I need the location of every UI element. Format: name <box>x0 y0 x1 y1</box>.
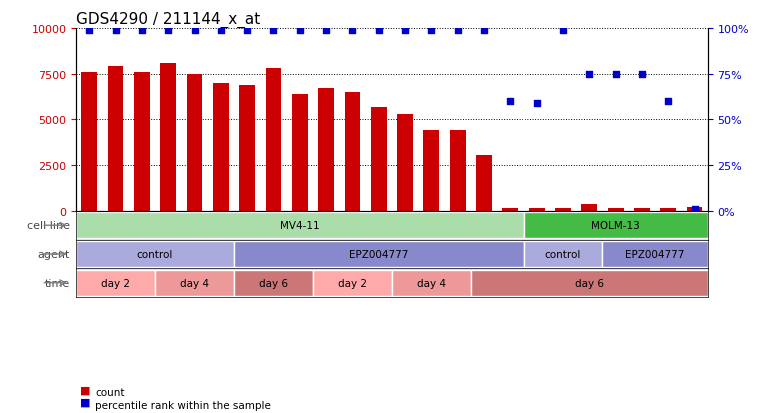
Point <box>241 27 253 34</box>
Text: count: count <box>95 387 125 397</box>
Point <box>505 99 517 105</box>
Bar <box>661 209 677 211</box>
Text: MV4-11: MV4-11 <box>280 221 320 231</box>
FancyBboxPatch shape <box>471 270 708 296</box>
Bar <box>213 84 229 211</box>
Text: EPZ004777: EPZ004777 <box>626 249 685 259</box>
Bar <box>186 74 202 211</box>
Text: control: control <box>545 249 581 259</box>
Text: ■: ■ <box>80 385 91 394</box>
Bar <box>266 69 282 211</box>
Bar <box>581 205 597 211</box>
FancyBboxPatch shape <box>234 270 313 296</box>
FancyBboxPatch shape <box>603 242 708 267</box>
Text: time: time <box>45 278 70 288</box>
Point <box>346 27 358 34</box>
Bar <box>686 208 702 211</box>
FancyBboxPatch shape <box>392 270 471 296</box>
FancyBboxPatch shape <box>234 242 524 267</box>
FancyBboxPatch shape <box>524 242 603 267</box>
Bar <box>476 156 492 211</box>
Bar <box>345 93 361 211</box>
Text: ■: ■ <box>80 397 91 407</box>
Bar <box>608 209 623 211</box>
FancyBboxPatch shape <box>76 270 155 296</box>
Point <box>189 27 201 34</box>
Bar <box>161 64 176 211</box>
Point <box>320 27 333 34</box>
Point <box>110 27 122 34</box>
Text: day 4: day 4 <box>417 278 446 288</box>
Bar <box>397 115 413 211</box>
Bar <box>634 209 650 211</box>
Point <box>425 27 438 34</box>
Bar <box>292 95 307 211</box>
Bar <box>502 209 518 211</box>
Text: cell line: cell line <box>27 221 70 231</box>
Point <box>530 100 543 107</box>
Point <box>162 27 174 34</box>
Bar <box>239 85 255 211</box>
Text: MOLM-13: MOLM-13 <box>591 221 640 231</box>
Point <box>636 71 648 78</box>
Point <box>478 27 490 34</box>
Text: agent: agent <box>37 249 70 259</box>
Bar <box>450 131 466 211</box>
Point <box>294 27 306 34</box>
Text: day 6: day 6 <box>575 278 603 288</box>
Point <box>215 27 227 34</box>
Text: percentile rank within the sample: percentile rank within the sample <box>95 400 271 410</box>
Point <box>610 71 622 78</box>
Bar <box>134 73 150 211</box>
Point <box>267 27 279 34</box>
Point <box>399 27 411 34</box>
Bar <box>555 209 571 211</box>
Bar <box>318 89 334 211</box>
Point <box>83 27 95 34</box>
Text: EPZ004777: EPZ004777 <box>349 249 409 259</box>
FancyBboxPatch shape <box>524 213 708 239</box>
Bar <box>423 131 439 211</box>
Bar <box>81 73 97 211</box>
Point <box>135 27 148 34</box>
FancyBboxPatch shape <box>76 213 524 239</box>
Bar <box>108 67 123 211</box>
Point <box>373 27 385 34</box>
Text: day 2: day 2 <box>101 278 130 288</box>
Bar <box>529 209 545 211</box>
Point <box>689 206 701 213</box>
Text: GDS4290 / 211144_x_at: GDS4290 / 211144_x_at <box>76 12 260 28</box>
Point <box>557 27 569 34</box>
Point <box>662 99 674 105</box>
Text: day 4: day 4 <box>180 278 209 288</box>
Point <box>451 27 463 34</box>
FancyBboxPatch shape <box>313 270 392 296</box>
Text: day 6: day 6 <box>259 278 288 288</box>
Bar <box>371 107 387 211</box>
Text: control: control <box>137 249 174 259</box>
Point <box>583 71 595 78</box>
FancyBboxPatch shape <box>76 242 234 267</box>
Text: day 2: day 2 <box>338 278 367 288</box>
FancyBboxPatch shape <box>155 270 234 296</box>
